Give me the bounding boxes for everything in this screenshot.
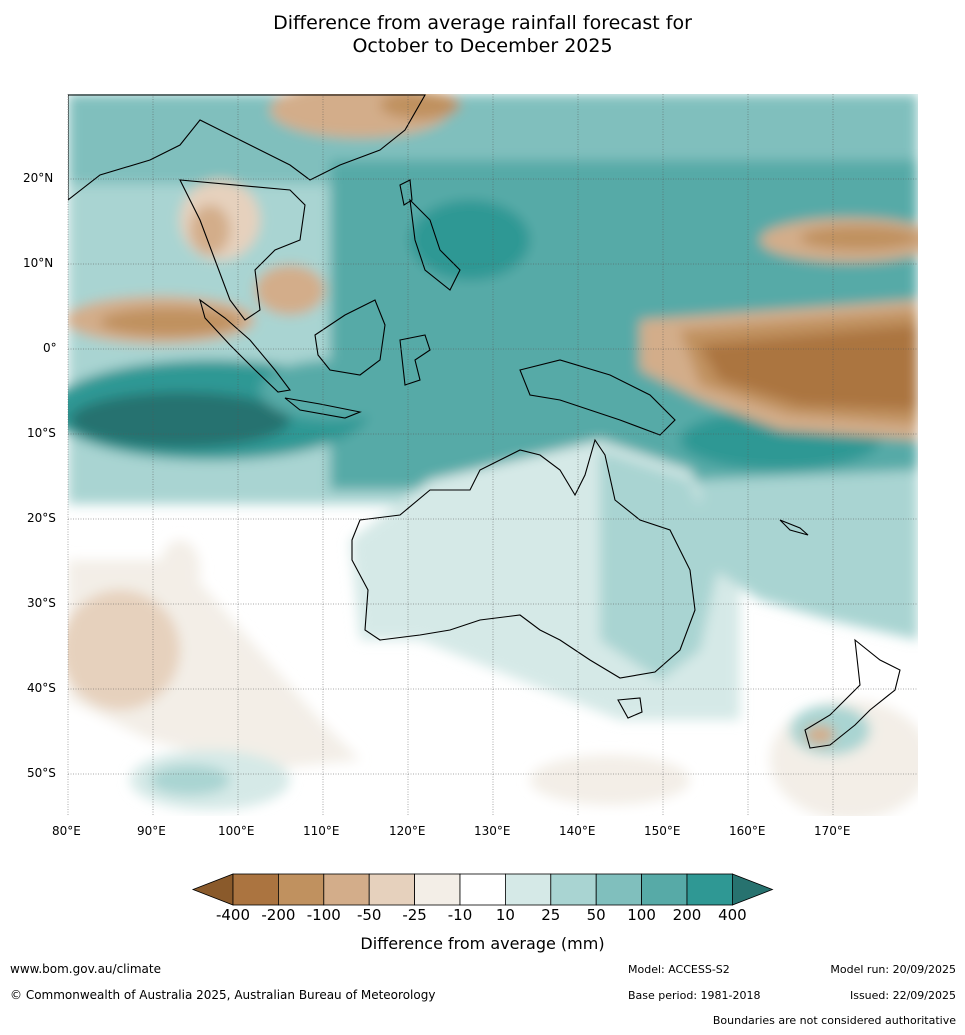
lat-label-20s: 20°S — [27, 511, 56, 525]
new-guinea-outline — [519, 359, 676, 436]
colorbar-tick-label: 400 — [718, 906, 747, 924]
lon-label-150e: 150°E — [644, 824, 681, 838]
colorbar — [191, 873, 774, 906]
colorbar-extend-high — [732, 873, 774, 906]
lat-label-10n: 10°N — [23, 256, 54, 270]
colorbar-cell — [368, 873, 416, 906]
lat-label-10s: 10°S — [27, 426, 56, 440]
footer-model: Model: ACCESS-S2 — [628, 963, 730, 976]
lon-label-130e: 130°E — [474, 824, 511, 838]
footer-model-run: Model run: 20/09/2025 — [830, 963, 956, 976]
colorbar-tick-label: -100 — [306, 906, 341, 924]
lat-label-20n: 20°N — [23, 171, 54, 185]
lon-label-120e: 120°E — [389, 824, 426, 838]
colorbar-tick-label: -50 — [356, 906, 382, 924]
new-zealand-outline — [804, 638, 901, 749]
colorbar-cell — [504, 873, 552, 906]
footer-base-period: Base period: 1981-2018 — [628, 989, 761, 1002]
colorbar-tick-label: 50 — [586, 906, 606, 924]
lat-label-40s: 40°S — [27, 681, 56, 695]
colorbar-tick-label: -25 — [402, 906, 427, 924]
sulawesi-outline — [399, 334, 431, 386]
taiwan-outline — [399, 179, 413, 206]
colorbar-tick-label: 25 — [541, 906, 561, 924]
colorbar-cell — [686, 873, 733, 906]
borneo-outline — [314, 299, 386, 376]
colorbar-tick-label: 200 — [672, 906, 702, 924]
lat-label-0: 0° — [43, 341, 57, 355]
tasmania-outline — [617, 697, 643, 719]
colorbar-cell — [277, 873, 325, 906]
indochina-outline — [179, 179, 306, 321]
colorbar-tick-label: -400 — [215, 906, 251, 924]
lon-label-160e: 160°E — [729, 824, 766, 838]
sumatra-outline — [199, 298, 291, 393]
colorbar-cell — [459, 873, 506, 906]
asia-mainland-outline — [68, 94, 426, 201]
philippines-outline — [409, 198, 461, 291]
footer-issued: Issued: 22/09/2025 — [849, 989, 956, 1002]
graticule — [67, 94, 918, 816]
java-outline — [284, 397, 362, 419]
colorbar-cell — [232, 873, 279, 906]
colorbar-extend-low — [191, 873, 234, 906]
colorbar-cell — [414, 873, 461, 906]
footer-disclaimer: Boundaries are not considered authoritat… — [712, 1014, 956, 1027]
lon-label-90e: 90°E — [137, 824, 166, 838]
colorbar-cell — [595, 873, 643, 906]
colorbar-title: Difference from average (mm) — [360, 934, 605, 953]
coastlines — [68, 94, 901, 749]
australia-outline — [351, 438, 696, 679]
lat-label-50s: 50°S — [27, 766, 56, 780]
colorbar-cell — [323, 873, 370, 906]
title-line-2: October to December 2025 — [352, 35, 613, 57]
lon-label-140e: 140°E — [559, 824, 596, 838]
colorbar-tick-label: 100 — [627, 906, 656, 924]
new-caledonia-outline — [779, 519, 809, 536]
lon-label-110e: 110°E — [303, 824, 340, 838]
colorbar-tick-label: -200 — [261, 906, 296, 924]
lat-label-30s: 30°S — [27, 596, 56, 610]
colorbar-cell — [641, 873, 688, 906]
title-line-1: Difference from average rainfall forecas… — [273, 12, 692, 34]
lon-label-170e: 170°E — [814, 824, 851, 838]
footer-website[interactable]: www.bom.gov.au/climate — [10, 962, 161, 976]
anomaly-field — [68, 94, 918, 816]
footer-copyright: © Commonwealth of Australia 2025, Austra… — [10, 988, 436, 1002]
colorbar-cell — [550, 873, 597, 906]
lon-label-100e: 100°E — [218, 824, 255, 838]
colorbar-tick-label: 10 — [495, 906, 515, 924]
lon-label-80e: 80°E — [52, 824, 81, 838]
colorbar-tick-label: -10 — [447, 906, 473, 924]
